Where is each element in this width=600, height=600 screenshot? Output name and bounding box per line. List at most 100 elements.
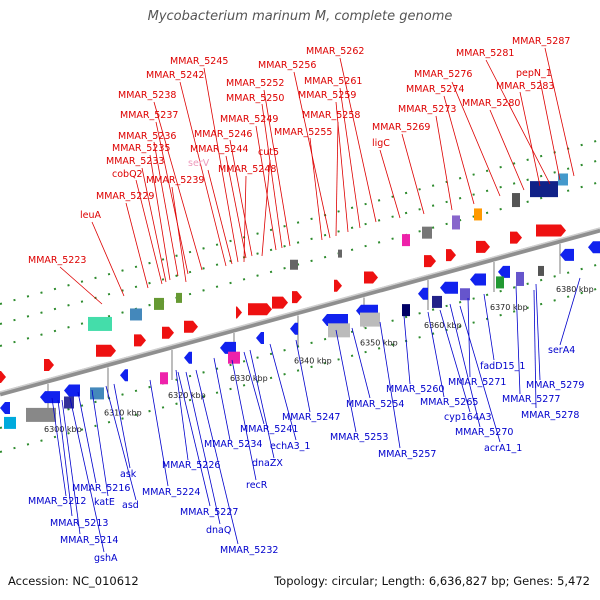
bottom-callout-31 — [61, 399, 81, 535]
callout-lines — [51, 47, 581, 553]
label-mmar-5238: MMAR_5238 — [118, 90, 176, 101]
bottom-callout-27 — [91, 389, 109, 497]
forward-gene-arrow-3 — [134, 334, 146, 347]
label-mmar-5278: MMAR_5278 — [521, 410, 579, 421]
label-mmar-5280: MMAR_5280 — [462, 98, 520, 109]
tick-label-3: 6330 kbp — [230, 374, 268, 383]
bottom-callout-26 — [105, 385, 137, 501]
top-callout-8 — [401, 133, 425, 215]
gene-block-lower-0 — [4, 416, 16, 429]
bottom-callout-13 — [335, 329, 357, 433]
label-mmar-5255: MMAR_5255 — [274, 127, 332, 138]
label-mmar-5274: MMAR_5274 — [406, 84, 464, 95]
gene-block-lower-1 — [26, 407, 56, 422]
top-callout-7 — [435, 115, 453, 211]
label-cobq2: cobQ2 — [112, 169, 143, 180]
label-mmar-5271: MMAR_5271 — [448, 377, 506, 388]
label-mmar-5262: MMAR_5262 — [306, 46, 364, 57]
top-callout-11 — [339, 87, 361, 229]
map-title: Mycobacterium marinum M, complete genome — [147, 9, 453, 24]
top-labels: MMAR_5287 MMAR_5281 pepN_1 MMAR_5283 MMA… — [28, 36, 570, 266]
track-guides — [0, 139, 600, 453]
bottom-callout-28 — [77, 391, 97, 484]
gene-block-upper-3 — [176, 292, 182, 303]
top-callout-16 — [263, 89, 291, 247]
reverse-gene-arrow-0 — [0, 402, 10, 414]
label-mmar-5249: MMAR_5249 — [220, 114, 278, 125]
label-mmar-5212: MMAR_5212 — [28, 496, 86, 507]
top-callout-2 — [539, 79, 561, 181]
label-mmar-5241: MMAR_5241 — [240, 424, 298, 435]
reverse-gene-arrow-7 — [290, 322, 298, 335]
bottom-callout-4 — [483, 293, 495, 361]
label-mmar-5269: MMAR_5269 — [372, 122, 430, 133]
top-callout-4 — [489, 109, 525, 191]
label-recr: recR — [246, 480, 268, 491]
gene-block-upper-6 — [402, 234, 410, 247]
reverse-gene-arrow-15 — [588, 241, 600, 254]
bottom-callout-16 — [249, 349, 275, 459]
gene-features — [0, 173, 600, 429]
gene-block-upper-7 — [422, 226, 432, 239]
bottom-callout-12 — [351, 327, 371, 399]
top-callout-35 — [207, 169, 233, 265]
top-callout-17 — [261, 103, 283, 249]
top-callout-26 — [155, 121, 189, 275]
gene-block-lower-2 — [64, 396, 74, 409]
top-callout-3 — [519, 91, 541, 187]
bottom-callout-20 — [175, 369, 189, 461]
top-callout-21 — [225, 155, 247, 259]
label-mmar-5224: MMAR_5224 — [142, 487, 200, 498]
tick-label-2: 6320 kbp — [168, 391, 206, 400]
bottom-callout-15 — [269, 343, 297, 441]
bottom-callout-7 — [459, 305, 501, 443]
bottom-callout-14 — [295, 339, 311, 413]
forward-gene-arrow-8 — [272, 296, 288, 309]
label-mmar-5248: MMAR_5248 — [218, 164, 276, 175]
tick-label-1: 6310 kbp — [104, 408, 142, 417]
gene-block-upper-5 — [338, 249, 342, 258]
tick-marks: 6300 kbp 6310 kbp 6320 kbp 6330 kbp 6340 kbp… — [44, 243, 594, 434]
accession-text: Accession: NC_010612 — [8, 574, 139, 588]
backbone-line — [0, 227, 600, 397]
top-callout-6 — [443, 95, 475, 205]
gene-block-lower-6 — [328, 323, 350, 338]
top-callout-20 — [261, 159, 271, 257]
label-mmar-5281: MMAR_5281 — [456, 48, 514, 59]
label-mmar-5235: MMAR_5235 — [112, 143, 170, 154]
gene-block-lower-8 — [402, 304, 410, 317]
label-mmar-5287: MMAR_5287 — [512, 36, 570, 47]
reverse-gene-arrow-2 — [64, 384, 80, 397]
label-mmar-5229: MMAR_5229 — [96, 191, 154, 202]
bottom-callout-19 — [231, 359, 257, 481]
gene-block-upper-11 — [530, 181, 558, 198]
top-callout-19 — [229, 139, 253, 257]
top-callout-23 — [203, 67, 239, 263]
genome-summary-text: Topology: circular; Length: 6,636,827 bp… — [274, 574, 590, 588]
label-mmar-5213: MMAR_5213 — [50, 518, 108, 529]
bottom-callout-29 — [51, 397, 67, 497]
tick-label-6: 6360 kbp — [424, 321, 462, 330]
top-callout-15 — [293, 71, 331, 239]
guide-track-4 — [0, 287, 600, 453]
label-mmar-5270: MMAR_5270 — [455, 427, 513, 438]
tick-label-4: 6340 kbp — [294, 357, 332, 366]
top-callout-33 — [91, 221, 125, 297]
gene-block-upper-10 — [512, 193, 520, 208]
top-callout-5 — [451, 81, 501, 197]
label-mmar-5257: MMAR_5257 — [378, 449, 436, 460]
label-cyp164a3: cyp164A3 — [444, 412, 492, 423]
tick-label-8: 6380 kbp — [556, 285, 594, 294]
label-gsha: gshA — [94, 553, 118, 564]
forward-gene-arrow-0 — [0, 371, 6, 383]
forward-gene-arrow-15 — [510, 231, 522, 244]
guide-track-3 — [0, 263, 600, 429]
top-callout-31 — [171, 186, 187, 283]
bottom-callout-17 — [243, 351, 265, 425]
tick-label-5: 6350 kbp — [360, 339, 398, 348]
top-callout-24 — [179, 81, 227, 267]
guide-track-0 — [0, 139, 600, 305]
bottom-callout-30 — [57, 399, 73, 517]
gene-block-lower-3 — [90, 387, 104, 400]
